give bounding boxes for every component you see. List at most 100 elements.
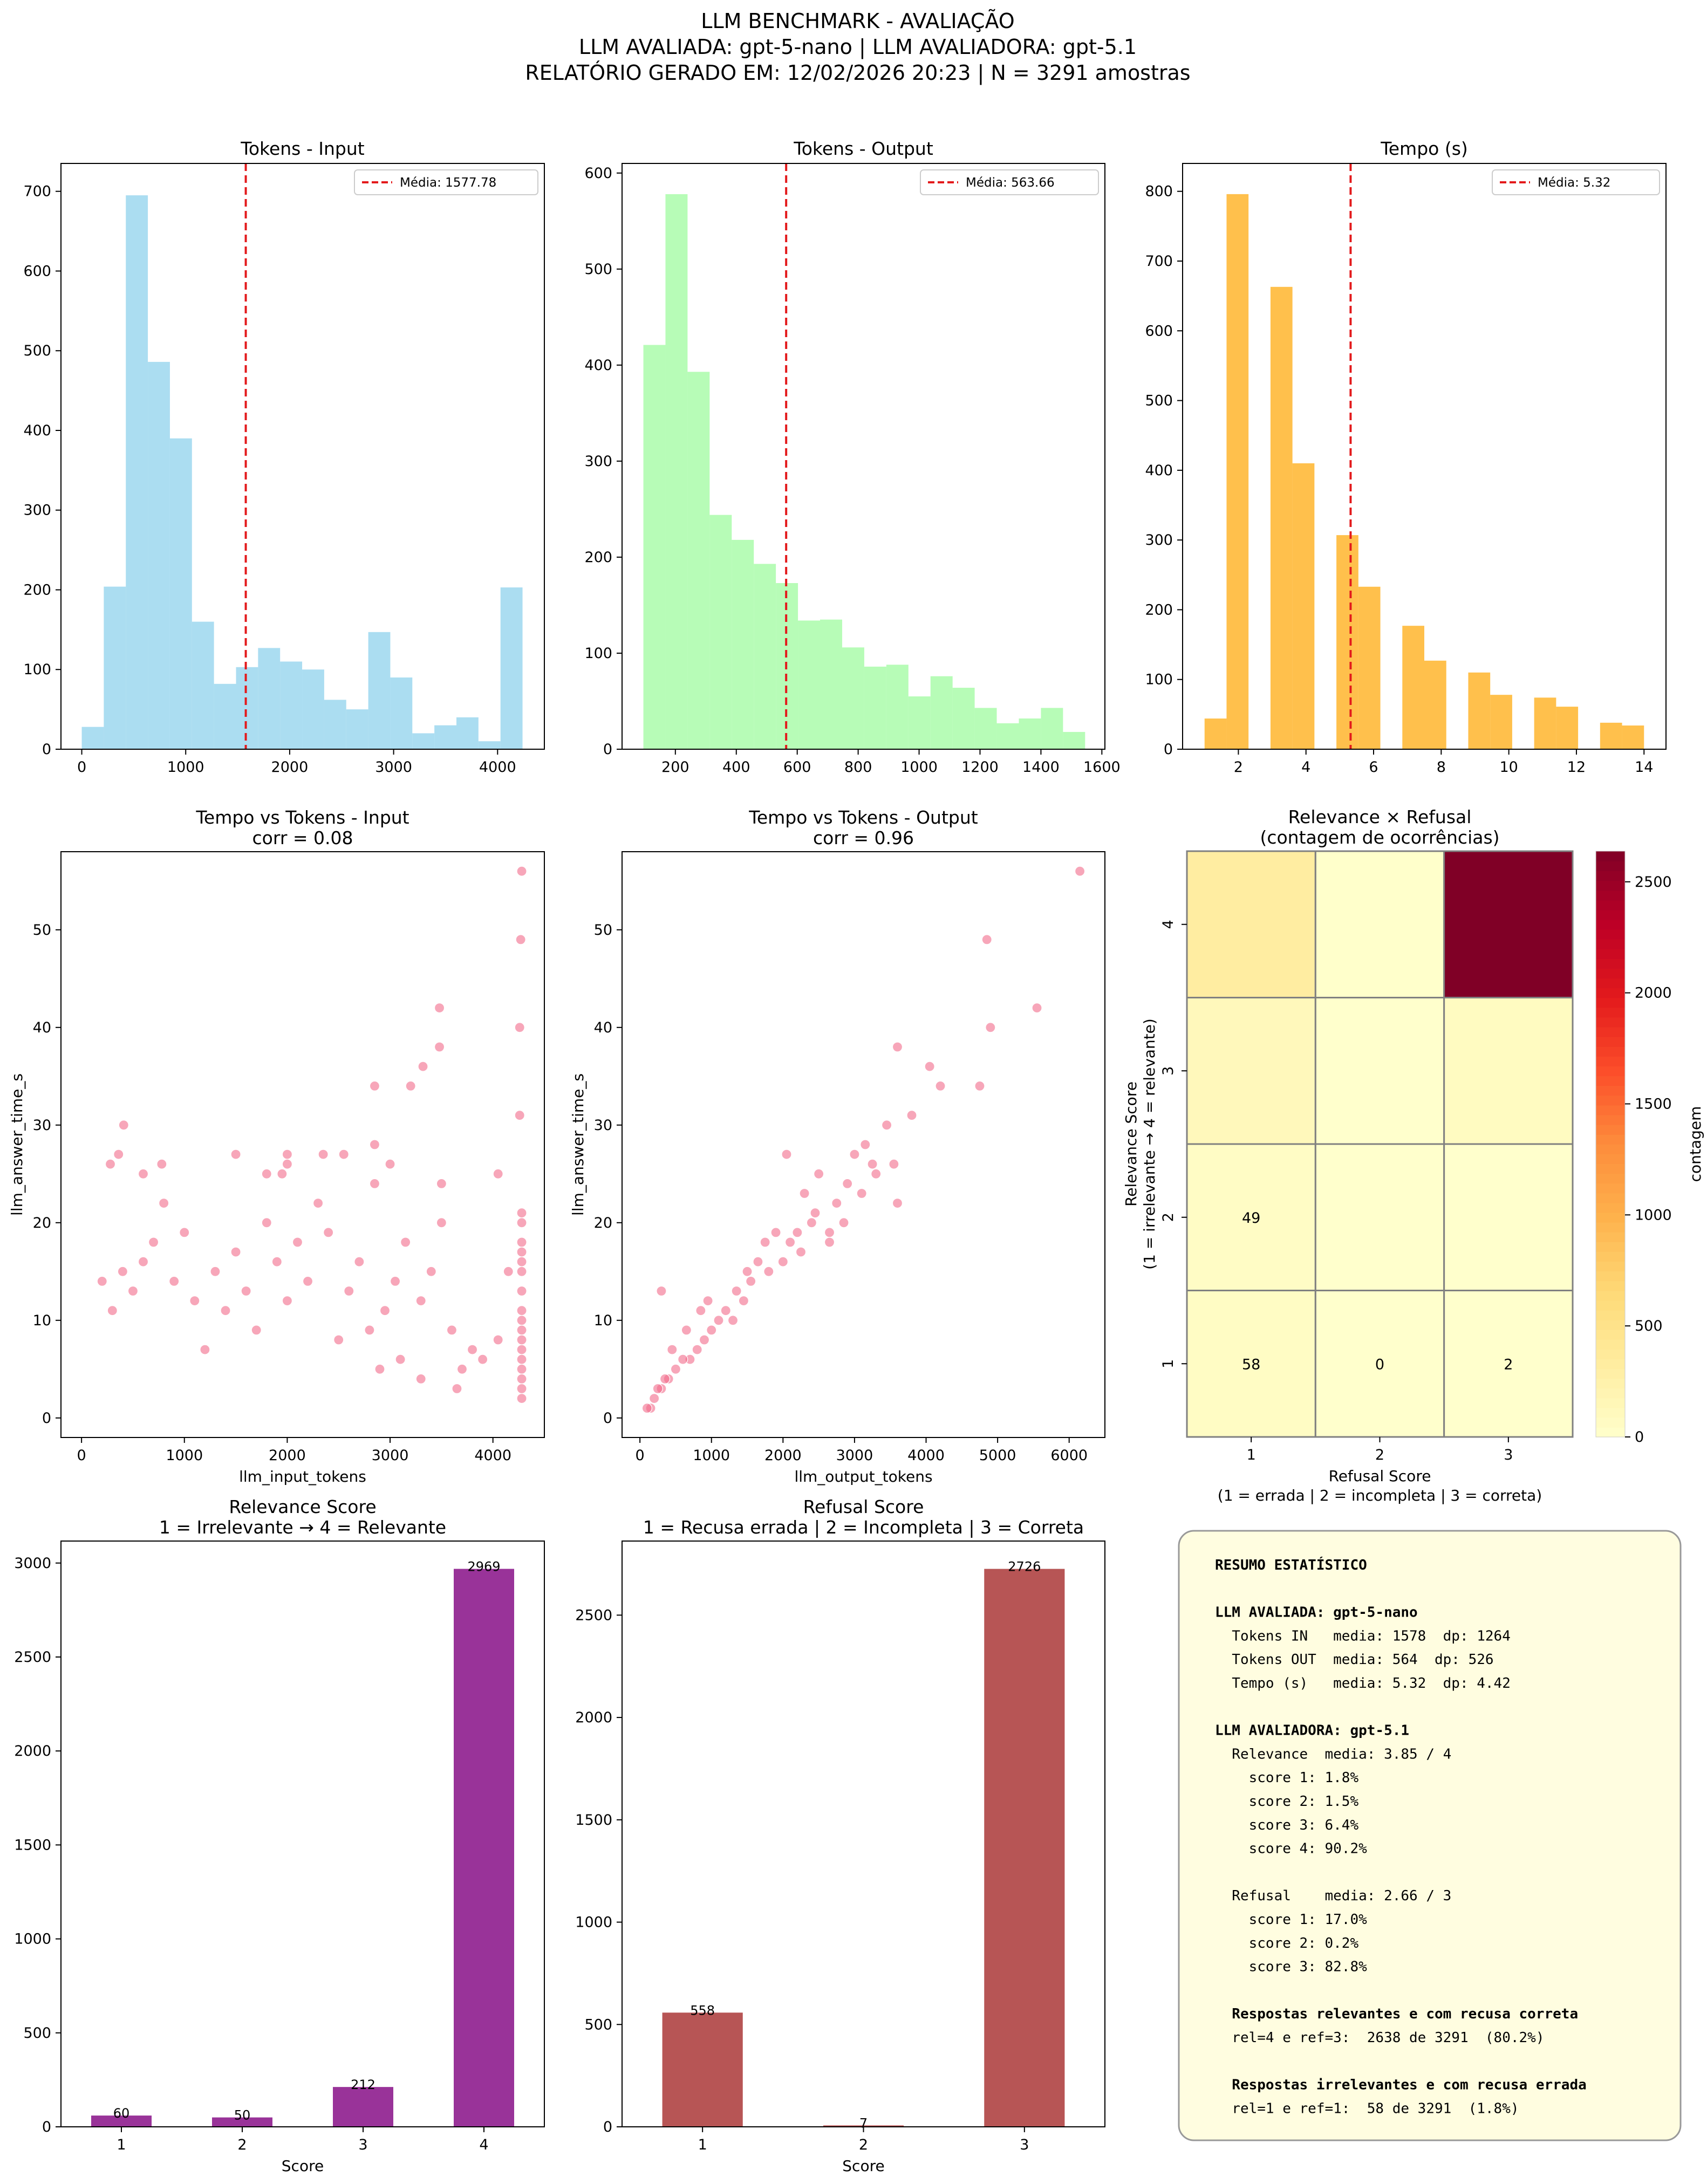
hist-bar [1336, 535, 1358, 749]
scatter-point [477, 1354, 488, 1365]
heatmap-cell [1443, 1290, 1574, 1438]
colorbar-segment [1596, 1202, 1625, 1213]
scatter-point [753, 1256, 763, 1267]
y-tick-label: 20 [594, 1215, 612, 1231]
scatter-point [379, 1305, 391, 1316]
x-tick-label: 1200 [961, 759, 999, 776]
scatter-point [436, 1178, 447, 1189]
colorbar-segment [1596, 949, 1625, 959]
colorbar-segment [1596, 909, 1625, 920]
x-axis-label: llm_output_tokens [794, 1468, 932, 1485]
scatter-point [516, 1344, 527, 1355]
x-tick-label: 12 [1567, 759, 1586, 776]
scatter-point [981, 934, 992, 945]
hist-bar [104, 586, 126, 749]
scatter-point [271, 1256, 282, 1267]
scatter-point [292, 1237, 303, 1248]
scatter-point [418, 1061, 428, 1072]
x-tick-label: 14 [1635, 759, 1653, 776]
chart-subtitle: 1 = Irrelevante → 4 = Relevante [159, 1517, 446, 1538]
scatter-point [127, 1285, 139, 1297]
heatmap-annotation: 58 [1242, 1356, 1260, 1373]
scatter-point [727, 1315, 739, 1326]
hist-bar [1226, 194, 1249, 749]
hist-bar [1063, 731, 1085, 749]
hist-bar [842, 647, 864, 749]
colorbar-segment [1596, 1124, 1625, 1135]
heatmap-cell [1186, 997, 1316, 1145]
scatter-point [985, 1022, 996, 1033]
x-tick-label: 2000 [269, 1447, 306, 1464]
scatter-point [107, 1305, 118, 1316]
scatter-point [670, 1364, 681, 1374]
hist-bar [1490, 695, 1512, 749]
scatter-point [641, 1403, 653, 1414]
colorbar-segment [1596, 1173, 1625, 1184]
scatter-point [516, 866, 527, 877]
scatter-point [156, 1159, 167, 1169]
x-tick-label: 1 [117, 2137, 126, 2153]
colorbar-segment [1596, 880, 1625, 891]
y-tick-label: 600 [1145, 323, 1173, 339]
x-tick-label: 8 [1437, 759, 1446, 776]
chart-hist-time: Tempo (s) 2 4 6 8 10 12 14 0 100 200 300 400 500 600 70… [1145, 138, 1667, 776]
hist-bar [368, 632, 391, 749]
scatter-point [105, 1159, 116, 1169]
scatter-point [806, 1217, 817, 1228]
scatter-point [434, 1002, 445, 1014]
colorbar-segment [1596, 1310, 1625, 1320]
hist-bar [1402, 626, 1424, 749]
scatter-point [516, 1285, 527, 1297]
hist-bar [346, 709, 368, 749]
legend-label: Média: 1577.78 [400, 176, 496, 190]
bar [212, 2117, 272, 2127]
scatter-point [117, 1266, 128, 1277]
scatter-point [395, 1354, 406, 1365]
colorbar-tick-label: 1500 [1635, 1096, 1672, 1112]
scatter-point [516, 1266, 527, 1277]
colorbar-segment [1596, 1144, 1625, 1154]
y-tick-label: 50 [33, 922, 51, 939]
scatter-point [842, 1178, 853, 1189]
colorbar-segment [1596, 1134, 1625, 1145]
scatter-point [777, 1256, 788, 1267]
heatmap-cell [1443, 850, 1574, 998]
scatter-point [731, 1285, 742, 1297]
x-axis-label: llm_input_tokens [239, 1468, 366, 1485]
scatter-point [364, 1325, 375, 1336]
colorbar-segment [1596, 1193, 1625, 1203]
y-tick-label: 300 [23, 502, 51, 519]
heatmap-cell [1314, 1290, 1445, 1438]
colorbar-segment [1596, 1026, 1625, 1037]
heatmap-annotation: 49 [1242, 1210, 1260, 1227]
x-tick-label: 1000 [166, 1447, 203, 1464]
y-axis-sublabel: (1 = irrelevante → 4 = relevante) [1141, 1018, 1158, 1270]
scatter-point [385, 1159, 395, 1169]
y-tick-label: 10 [33, 1312, 51, 1329]
hist-bar [643, 345, 666, 749]
scatter-point [138, 1256, 149, 1267]
x-axis-label: Score [282, 2157, 324, 2175]
x-tick-label: 2000 [271, 759, 309, 776]
scatter-point [906, 1110, 917, 1121]
hist-bar [709, 515, 732, 749]
colorbar-segment [1596, 900, 1625, 910]
hist-bar [1292, 463, 1315, 749]
heatmap-cell [1314, 1143, 1445, 1291]
x-tick-label: 3 [358, 2137, 367, 2153]
colorbar-segment [1596, 861, 1625, 871]
scatter-point [169, 1276, 180, 1286]
hist-bar [1270, 286, 1293, 749]
scatter-point [974, 1080, 985, 1092]
colorbar-segment [1596, 1349, 1625, 1359]
y-tick-label: 40 [594, 1019, 612, 1036]
y-tick-label: 2000 [575, 1709, 612, 1726]
heatmap-cell [1186, 1290, 1316, 1438]
summary-line: RESUMO ESTATÍSTICO [1215, 1556, 1367, 1573]
chart-subtitle: corr = 0.96 [813, 827, 914, 848]
bar [454, 1569, 514, 2127]
hist-bar [126, 195, 148, 749]
hist-bar [974, 708, 997, 749]
scatter-point [824, 1227, 835, 1238]
hist-bar [214, 683, 236, 749]
